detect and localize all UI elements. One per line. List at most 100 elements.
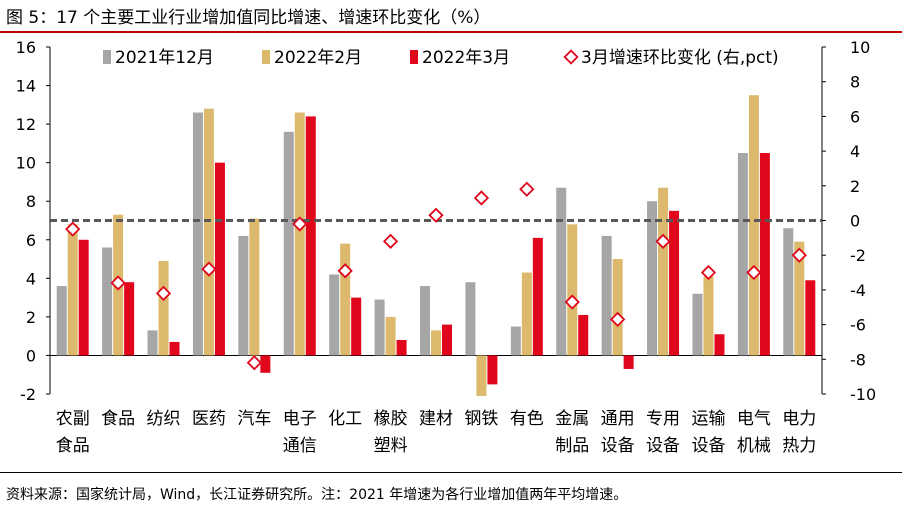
category-label: 制品 <box>555 436 589 456</box>
left-tick-label: 8 <box>26 192 36 211</box>
right-tick-label: 0 <box>850 212 860 231</box>
bar <box>714 334 725 356</box>
category-label: 机械 <box>737 436 771 456</box>
right-tick-label: -6 <box>850 316 866 335</box>
change-marker <box>700 264 717 281</box>
bar <box>102 247 113 356</box>
right-tick-label: 10 <box>850 38 870 57</box>
left-tick-label: 0 <box>26 346 36 365</box>
bar <box>487 355 498 385</box>
category-label: 电气 <box>737 409 771 429</box>
right-tick-label: -2 <box>850 246 866 265</box>
bar <box>396 340 407 356</box>
footer-rule <box>0 472 902 473</box>
category-label: 设备 <box>646 436 680 456</box>
change-marker <box>655 233 671 249</box>
bar <box>56 286 67 356</box>
change-marker <box>155 285 172 302</box>
left-tick-label: 4 <box>26 269 36 288</box>
bar <box>703 276 714 356</box>
change-marker <box>519 181 535 197</box>
bar <box>737 153 748 356</box>
legend-label: 2021年12月 <box>115 48 214 68</box>
bar <box>465 282 476 356</box>
change-marker <box>428 207 444 223</box>
change-marker <box>746 264 762 281</box>
figure-title: 图 5：17 个主要工业行业增加值同比增速、增速环比变化（%） <box>6 8 491 28</box>
bar <box>794 241 805 356</box>
bar <box>647 201 658 356</box>
bar <box>305 116 316 356</box>
bar <box>431 330 441 356</box>
bar <box>692 293 703 356</box>
legend-swatch <box>103 50 111 64</box>
category-label: 运输 <box>691 409 725 429</box>
bar <box>521 272 532 356</box>
change-marker <box>337 263 353 279</box>
bar <box>340 243 351 356</box>
bar <box>748 95 759 356</box>
category-label: 通用 <box>601 409 635 429</box>
bar <box>78 239 89 356</box>
category-label: 农副 <box>56 409 90 429</box>
category-label: 塑料 <box>374 436 408 456</box>
legend-marker <box>563 49 579 65</box>
right-tick-label: -4 <box>850 281 866 300</box>
legend-label: 2022年3月 <box>422 48 510 68</box>
change-marker <box>65 221 81 237</box>
category-label: 通信 <box>283 436 317 456</box>
bars-layer <box>56 95 816 396</box>
category-label: 设备 <box>601 436 635 456</box>
bar <box>510 326 521 356</box>
bar <box>623 355 634 369</box>
bar <box>124 282 135 356</box>
right-tick-label: 4 <box>850 142 860 161</box>
category-label: 食品 <box>101 409 135 429</box>
bar <box>385 316 396 356</box>
bar <box>567 224 578 356</box>
category-label: 有色 <box>510 409 544 429</box>
chart-svg: -2 0 2 4 6 8 10 12 14 16 -10 -8 -6 -4 -2 0 2 4 6 8 10 农副食品食品… <box>16 38 877 456</box>
bar <box>214 162 225 356</box>
legend-swatch <box>410 50 418 64</box>
bar <box>476 355 487 396</box>
bar <box>669 210 680 356</box>
bar <box>759 153 770 356</box>
legend-layer: 2021年12月 2022年2月 2022年3月 3月增速环比变化 (右,pct) <box>103 48 779 68</box>
change-marker <box>610 311 626 328</box>
markers-layer <box>65 181 807 371</box>
legend-swatch <box>262 50 270 64</box>
left-tick-label: 14 <box>16 77 36 96</box>
change-marker <box>564 294 580 310</box>
change-marker <box>473 190 490 206</box>
bar <box>329 274 340 356</box>
bar <box>283 131 294 356</box>
category-label: 汽车 <box>237 409 271 429</box>
left-tick-label: 12 <box>16 115 36 134</box>
category-label: 食品 <box>56 436 90 456</box>
category-label: 热力 <box>782 436 816 456</box>
bar <box>658 187 669 356</box>
left-tick-label: 10 <box>16 154 36 173</box>
legend-label: 2022年2月 <box>274 48 362 68</box>
bar <box>192 112 203 356</box>
bar <box>612 259 623 356</box>
category-label: 纺织 <box>147 409 181 429</box>
change-marker <box>110 275 126 291</box>
bar <box>169 341 180 356</box>
right-tick-label: 2 <box>850 177 860 196</box>
left-tick-label: 16 <box>16 38 36 57</box>
bar <box>578 314 589 356</box>
bar <box>249 218 260 356</box>
bar <box>67 224 78 356</box>
right-tick-label: -8 <box>850 350 866 369</box>
category-label: 医药 <box>192 409 226 429</box>
bar <box>783 228 794 356</box>
change-marker <box>292 216 308 232</box>
right-tick-label: 8 <box>850 73 860 92</box>
category-label: 金属 <box>555 409 589 429</box>
bar <box>294 112 305 356</box>
category-label: 电力 <box>782 409 816 429</box>
bar <box>805 280 816 356</box>
